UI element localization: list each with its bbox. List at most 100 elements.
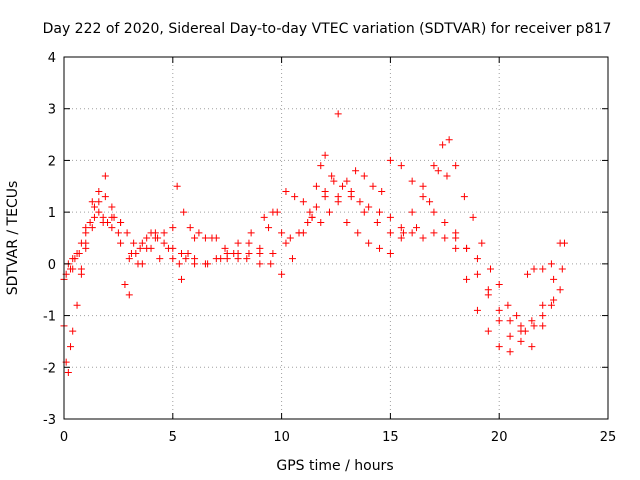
data-point (77, 265, 85, 273)
data-point (469, 213, 477, 221)
data-point (123, 229, 131, 237)
data-point (191, 255, 199, 263)
data-point (441, 218, 449, 226)
data-point (217, 255, 225, 263)
data-point (288, 255, 296, 263)
data-point (495, 306, 503, 314)
data-point (539, 265, 547, 273)
y-tick-label: -3 (43, 413, 56, 428)
data-point (506, 348, 514, 356)
data-point (204, 260, 212, 268)
x-axis-label: GPS time / hours (276, 458, 393, 474)
data-point (523, 270, 531, 278)
data-point (299, 198, 307, 206)
data-point (521, 327, 529, 335)
data-point (169, 255, 177, 263)
y-tick-label: 2 (48, 154, 56, 169)
data-point (439, 141, 447, 149)
data-point (265, 224, 273, 232)
data-point (413, 224, 421, 232)
data-point (352, 167, 360, 175)
data-point (334, 193, 342, 201)
data-point (67, 343, 75, 351)
y-tick-label: -2 (43, 361, 56, 376)
data-point (88, 198, 96, 206)
data-point (178, 250, 186, 258)
data-point (308, 213, 316, 221)
data-point (517, 337, 525, 345)
data-point (550, 296, 558, 304)
plot-frame (63, 56, 609, 420)
data-point (430, 162, 438, 170)
data-point (182, 255, 190, 263)
data-point (317, 162, 325, 170)
data-point (399, 229, 407, 237)
data-point (304, 218, 312, 226)
data-point (125, 291, 133, 299)
data-point (376, 244, 384, 252)
data-point (125, 255, 133, 263)
data-point (373, 218, 381, 226)
chart-title: Day 222 of 2020, Sidereal Day-to-day VTE… (43, 21, 612, 37)
data-point (419, 193, 427, 201)
series-trace-b (60, 162, 568, 330)
data-point (223, 255, 231, 263)
data-point (452, 162, 460, 170)
data-point (245, 239, 253, 247)
data-point (452, 244, 460, 252)
data-point (334, 110, 342, 118)
data-point (473, 255, 481, 263)
data-point (295, 229, 303, 237)
data-point (343, 218, 351, 226)
data-point (478, 239, 486, 247)
data-point (71, 255, 79, 263)
data-point (397, 234, 405, 242)
data-point (269, 250, 277, 258)
data-point (460, 193, 468, 201)
data-point (386, 229, 394, 237)
series-trace-d (62, 110, 564, 335)
data-point (156, 255, 164, 263)
data-point (278, 229, 286, 237)
data-point (528, 343, 536, 351)
data-point (328, 172, 336, 180)
data-point (160, 229, 168, 237)
data-point (539, 312, 547, 320)
data-point (127, 250, 135, 258)
data-point (419, 234, 427, 242)
data-point (452, 234, 460, 242)
data-point (143, 234, 151, 242)
data-point (506, 332, 514, 340)
data-point (169, 224, 177, 232)
data-point (419, 182, 427, 190)
data-point (354, 229, 362, 237)
data-point (547, 301, 555, 309)
data-point (256, 250, 264, 258)
data-point (90, 203, 98, 211)
data-point (386, 250, 394, 258)
data-point (164, 244, 172, 252)
data-point (175, 260, 183, 268)
data-point (397, 224, 405, 232)
y-tick-label: -1 (43, 310, 56, 325)
data-point (558, 265, 566, 273)
data-point (426, 198, 434, 206)
x-tick-label: 25 (600, 430, 617, 445)
data-points (60, 110, 568, 376)
data-point (273, 208, 281, 216)
y-tick-label: 0 (48, 258, 56, 273)
data-point (484, 327, 492, 335)
data-point (130, 239, 138, 247)
data-point (463, 244, 471, 252)
data-point (443, 172, 451, 180)
y-tick-labels: -3 -2 -1 0 1 2 3 4 (43, 51, 56, 428)
axis-ticks (63, 56, 609, 420)
data-point (530, 265, 538, 273)
data-point (463, 275, 471, 283)
data-point (117, 239, 125, 247)
data-point (397, 162, 405, 170)
data-point (108, 213, 116, 221)
data-point (114, 229, 122, 237)
data-point (82, 244, 90, 252)
